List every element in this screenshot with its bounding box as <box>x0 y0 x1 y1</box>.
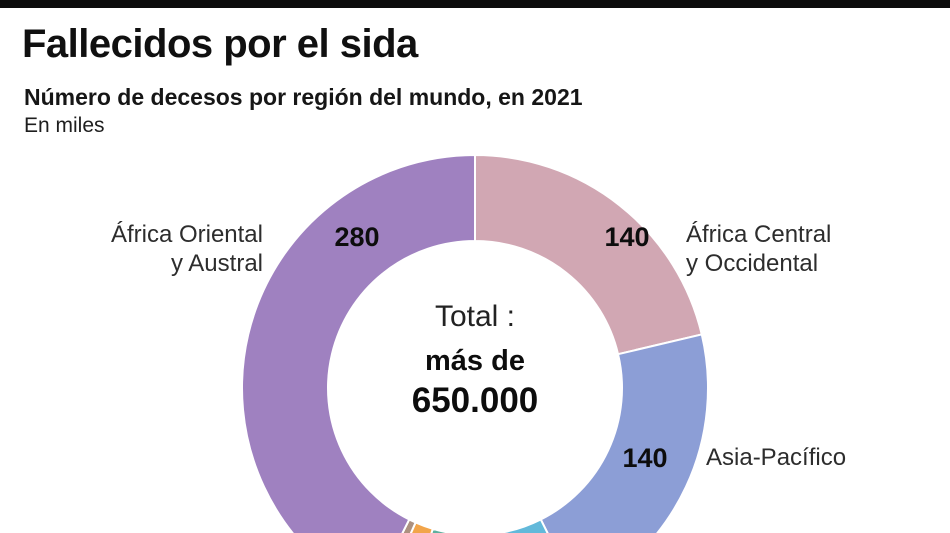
top-accent-bar <box>0 0 950 8</box>
donut-slice-unlabeled-2 <box>491 518 549 533</box>
donut-slice-asia-pacífico <box>539 333 709 533</box>
label-line: África Central <box>686 221 832 248</box>
page-title: Fallecidos por el sida <box>22 22 418 66</box>
label-east-southern-africa: África Oriental y Austral <box>3 220 263 278</box>
total-prefix: más de <box>425 345 525 377</box>
total-label: Total : <box>434 300 516 333</box>
label-line: y Occidental <box>686 250 819 277</box>
value-central-western-africa: 140 <box>604 222 650 252</box>
label-line: y Austral <box>170 250 263 277</box>
value-east-southern-africa: 280 <box>334 222 380 252</box>
donut-slice-áfrica-central-y-occidental <box>474 153 703 356</box>
donut-slice-áfrica-oriental-y-austral <box>241 153 476 533</box>
label-central-western-africa: África Central y Occidental <box>686 220 936 278</box>
unit-note: En miles <box>24 114 105 137</box>
chart-subtitle: Número de decesos por región del mundo, … <box>24 84 583 110</box>
total-value: 650.000 <box>411 381 539 420</box>
donut-slice-unlabeled-4 <box>430 527 459 533</box>
label-line: África Oriental <box>110 221 263 248</box>
donut-center-text: Total : más de 650.000 <box>355 300 595 421</box>
label-asia-pacific: Asia-Pacífico <box>706 444 847 471</box>
value-asia-pacific: 140 <box>622 443 668 473</box>
